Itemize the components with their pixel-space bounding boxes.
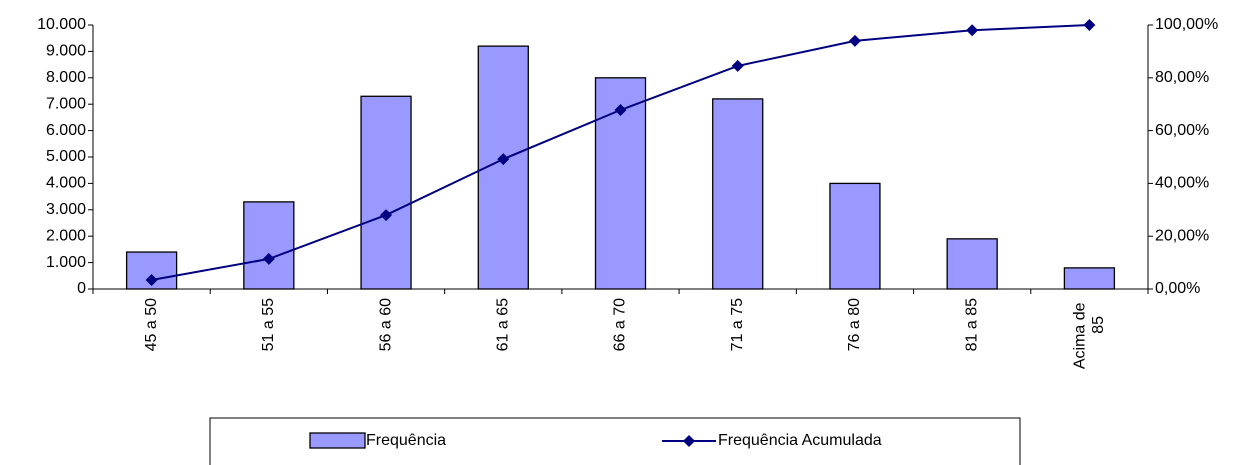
- x-tick-label: 51 a 55: [260, 298, 277, 351]
- y-tick-label: 3.000: [46, 201, 86, 218]
- x-tick-label: 76 a 80: [846, 298, 863, 351]
- marker: [614, 104, 627, 117]
- y-tick-label: 8.000: [46, 69, 86, 86]
- marker: [145, 274, 158, 287]
- y2-tick-label: 80,00%: [1155, 69, 1209, 86]
- bar: [243, 201, 295, 290]
- y-tick-label: 0: [77, 280, 86, 297]
- y2-tick-label: 20,00%: [1155, 227, 1209, 244]
- x-label-group: Acima de 85: [1072, 298, 1107, 369]
- x-tick-label: 61 a 65: [494, 298, 511, 351]
- y-tick-label: 2.000: [46, 227, 86, 244]
- x-label-group: 76 a 80: [846, 298, 863, 351]
- marker: [1083, 19, 1096, 31]
- y-tick-label: 7.000: [46, 95, 86, 112]
- legend-label: Frequência Acumulada: [718, 432, 882, 449]
- y2-tick-label: 100,00%: [1155, 16, 1218, 33]
- y-tick-label: 9.000: [46, 43, 86, 60]
- bar: [1063, 267, 1116, 290]
- x-tick-label: 71 a 75: [729, 298, 746, 351]
- x-label-group: 61 a 65: [494, 298, 511, 351]
- y-tick-label: 1.000: [46, 254, 86, 271]
- marker: [848, 34, 861, 47]
- bar: [125, 251, 178, 290]
- marker: [262, 252, 275, 265]
- x-label-group: 45 a 50: [143, 298, 160, 351]
- x-label-group: 51 a 55: [260, 298, 277, 351]
- bar: [712, 98, 764, 290]
- x-tick-label: 66 a 70: [612, 298, 629, 351]
- bar: [829, 182, 881, 290]
- x-tick-label: 81 a 85: [963, 298, 980, 351]
- y2-tick-label: 60,00%: [1155, 122, 1209, 139]
- x-tick-label: 56 a 60: [377, 298, 394, 351]
- legend-marker: [683, 435, 695, 447]
- marker: [731, 59, 744, 72]
- y-tick-label: 6.000: [46, 122, 86, 139]
- x-label-group: 81 a 85: [963, 298, 980, 351]
- marker: [497, 153, 510, 166]
- y-tick-label: 10.000: [37, 16, 86, 33]
- y-tick-label: 4.000: [46, 175, 86, 192]
- marker: [966, 24, 979, 37]
- x-tick-label: Acima de 85: [1072, 298, 1107, 369]
- x-label-group: 66 a 70: [612, 298, 629, 351]
- bar: [946, 238, 998, 290]
- x-label-group: 56 a 60: [377, 298, 394, 351]
- marker: [380, 209, 393, 222]
- y2-tick-label: 0,00%: [1155, 280, 1200, 297]
- y-tick-label: 5.000: [46, 148, 86, 165]
- bar: [360, 95, 412, 290]
- legend-label: Frequência: [366, 432, 446, 449]
- y2-tick-label: 40,00%: [1155, 175, 1209, 192]
- legend-swatch: [309, 432, 366, 449]
- x-label-group: 71 a 75: [729, 298, 746, 351]
- x-tick-label: 45 a 50: [143, 298, 160, 351]
